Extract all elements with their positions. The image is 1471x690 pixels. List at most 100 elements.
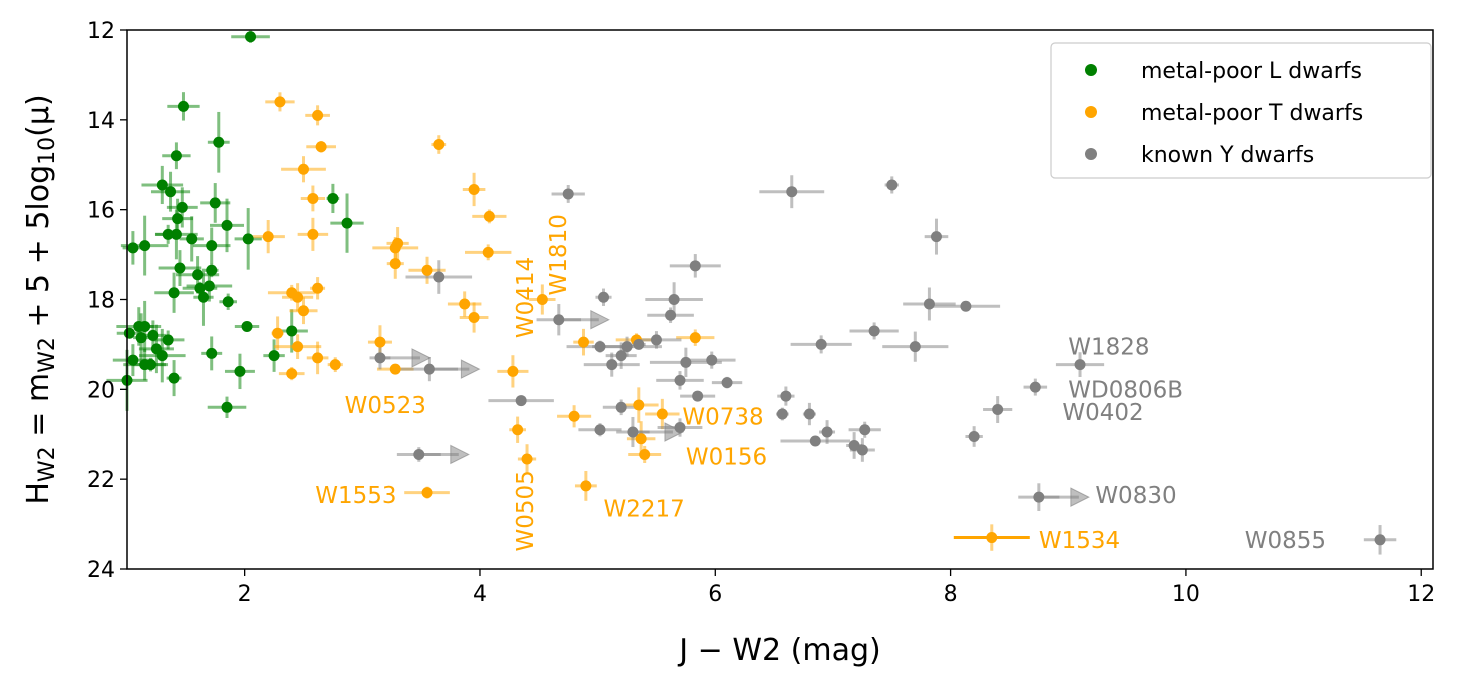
y-title-mu: (μ) xyxy=(21,94,56,137)
legend-marker xyxy=(1085,106,1097,118)
data-point xyxy=(241,320,253,332)
limit-arrow-head xyxy=(590,309,610,330)
y-tick-label: 22 xyxy=(87,468,115,493)
point-label: W1810 xyxy=(546,214,572,295)
data-point xyxy=(286,368,298,380)
data-point xyxy=(127,354,139,366)
data-point xyxy=(221,219,233,231)
limit-arrow-head xyxy=(460,359,481,379)
y-tick-label: 12 xyxy=(87,19,115,44)
data-point xyxy=(341,217,353,229)
data-point xyxy=(315,141,327,153)
data-point xyxy=(721,377,733,389)
data-point xyxy=(162,228,174,240)
data-point xyxy=(170,150,182,162)
data-point xyxy=(262,231,274,243)
data-point xyxy=(689,260,701,272)
data-point xyxy=(578,336,590,348)
legend-label: known Y dwarfs xyxy=(1141,143,1314,168)
data-point xyxy=(186,233,198,245)
data-point xyxy=(615,350,627,362)
x-tick-label: 8 xyxy=(944,582,958,607)
data-point xyxy=(1029,381,1041,393)
y-title-rest: + 5 + 5log xyxy=(21,165,56,337)
point-label: W0738 xyxy=(682,404,763,430)
data-point xyxy=(968,430,980,442)
x-axis-ticks: 2 4 6 8 10 12 xyxy=(238,569,1435,607)
data-point xyxy=(192,269,204,281)
data-point xyxy=(174,262,186,274)
data-point xyxy=(389,258,401,270)
data-point xyxy=(245,31,257,43)
data-point xyxy=(213,136,225,148)
point-label: W0830 xyxy=(1095,483,1176,509)
legend: metal-poor L dwarfs metal-poor T dwarfs kn… xyxy=(1050,42,1432,179)
limit-arrow-head xyxy=(1070,487,1090,507)
data-point xyxy=(780,390,792,402)
data-point xyxy=(177,100,189,112)
data-point xyxy=(312,109,324,121)
point-label: W0505 xyxy=(513,470,539,551)
data-point xyxy=(421,487,433,499)
data-point xyxy=(172,213,184,225)
y-tick-label: 16 xyxy=(87,199,115,224)
legend-label: metal-poor L dwarfs xyxy=(1141,59,1362,84)
y-title-h-sub: W2 xyxy=(35,446,60,482)
point-label: W1534 xyxy=(1039,528,1120,554)
data-point xyxy=(468,311,480,323)
data-point xyxy=(206,347,218,359)
data-point xyxy=(868,325,880,337)
x-axis-title: J − W2 (mag) xyxy=(677,633,880,668)
data-point xyxy=(633,399,645,411)
point-label: W1828 xyxy=(1068,335,1149,361)
data-point xyxy=(286,325,298,337)
data-point xyxy=(674,422,686,434)
data-point xyxy=(176,201,188,213)
data-point xyxy=(930,231,942,243)
data-point xyxy=(389,242,401,254)
point-label: W2217 xyxy=(604,496,685,522)
limit-arrow-head xyxy=(664,422,685,442)
legend-label: metal-poor T dwarfs xyxy=(1141,101,1363,126)
data-point xyxy=(156,350,168,362)
legend-marker xyxy=(1085,148,1097,160)
data-point xyxy=(598,291,610,303)
y-tick-label: 18 xyxy=(87,289,115,314)
point-label: W0414 xyxy=(513,257,539,338)
data-point xyxy=(312,282,324,294)
data-point xyxy=(986,532,998,544)
data-point xyxy=(221,401,233,413)
data-point xyxy=(507,365,519,377)
data-point xyxy=(803,408,815,420)
data-point xyxy=(856,444,868,456)
x-tick-label: 12 xyxy=(1407,582,1435,607)
data-point xyxy=(135,332,147,344)
x-tick-label: 6 xyxy=(708,582,722,607)
data-point xyxy=(459,298,471,310)
data-point xyxy=(329,359,341,371)
data-point xyxy=(776,408,788,420)
data-point xyxy=(594,424,606,436)
data-point xyxy=(374,336,386,348)
data-point xyxy=(627,426,639,438)
data-point xyxy=(960,300,972,312)
x-tick-label: 10 xyxy=(1172,582,1200,607)
y-tick-label: 14 xyxy=(87,109,115,134)
data-point xyxy=(145,359,157,371)
data-point xyxy=(521,453,533,465)
data-point xyxy=(162,334,174,346)
data-point xyxy=(689,332,701,344)
y-axis-ticks: 12 14 16 18 20 22 24 xyxy=(87,19,127,583)
upper-limit-arrows xyxy=(379,309,1090,540)
data-point xyxy=(821,426,833,438)
data-point xyxy=(606,359,618,371)
data-point xyxy=(209,197,221,209)
limit-arrow-head xyxy=(450,444,470,465)
data-point xyxy=(562,188,574,200)
data-point xyxy=(615,401,627,413)
data-point xyxy=(656,408,668,420)
data-point xyxy=(692,390,704,402)
data-point xyxy=(923,298,935,310)
data-point xyxy=(139,240,151,252)
data-point xyxy=(168,287,180,299)
